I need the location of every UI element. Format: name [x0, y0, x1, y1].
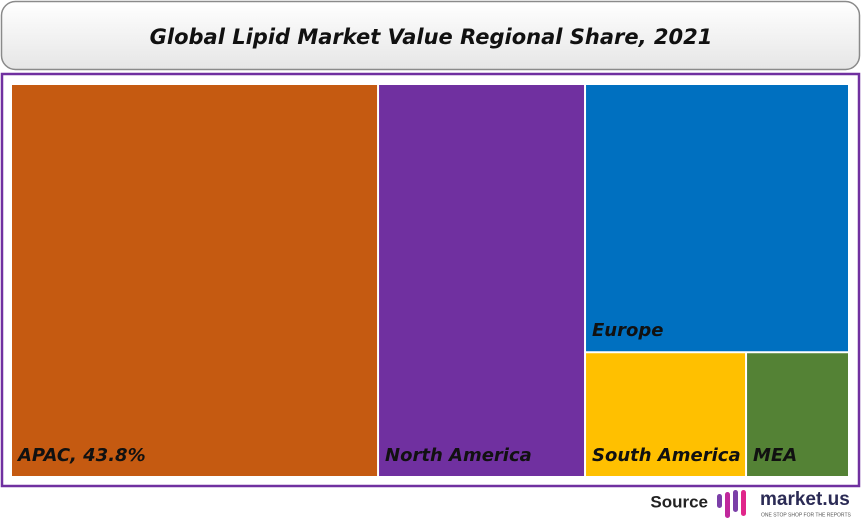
tile [747, 353, 848, 476]
tile [379, 85, 585, 476]
tile-label: Europe [592, 320, 663, 341]
tile-label: MEA [753, 445, 797, 466]
chart-title: Global Lipid Market Value Regional Share… [150, 25, 713, 49]
tile-label: APAC, 43.8% [16, 445, 146, 466]
logo-bar [717, 494, 722, 508]
logo-bar [741, 490, 746, 516]
tile [12, 85, 378, 476]
logo-bar [733, 490, 738, 512]
brand-name: market.us [760, 489, 850, 510]
treemap: APAC, 43.8% North America Europe South Amer… [12, 85, 848, 476]
tile [586, 353, 746, 476]
tile [586, 85, 848, 352]
tile-label: North America [385, 445, 532, 466]
source-label: Source [650, 492, 708, 511]
logo-bar [725, 492, 730, 518]
brand-logo [717, 490, 746, 518]
title-box [0, 0, 861, 71]
brand-tagline: ONE STOP SHOP FOR THE REPORTS [761, 512, 852, 518]
tile-label: South America [592, 445, 741, 466]
